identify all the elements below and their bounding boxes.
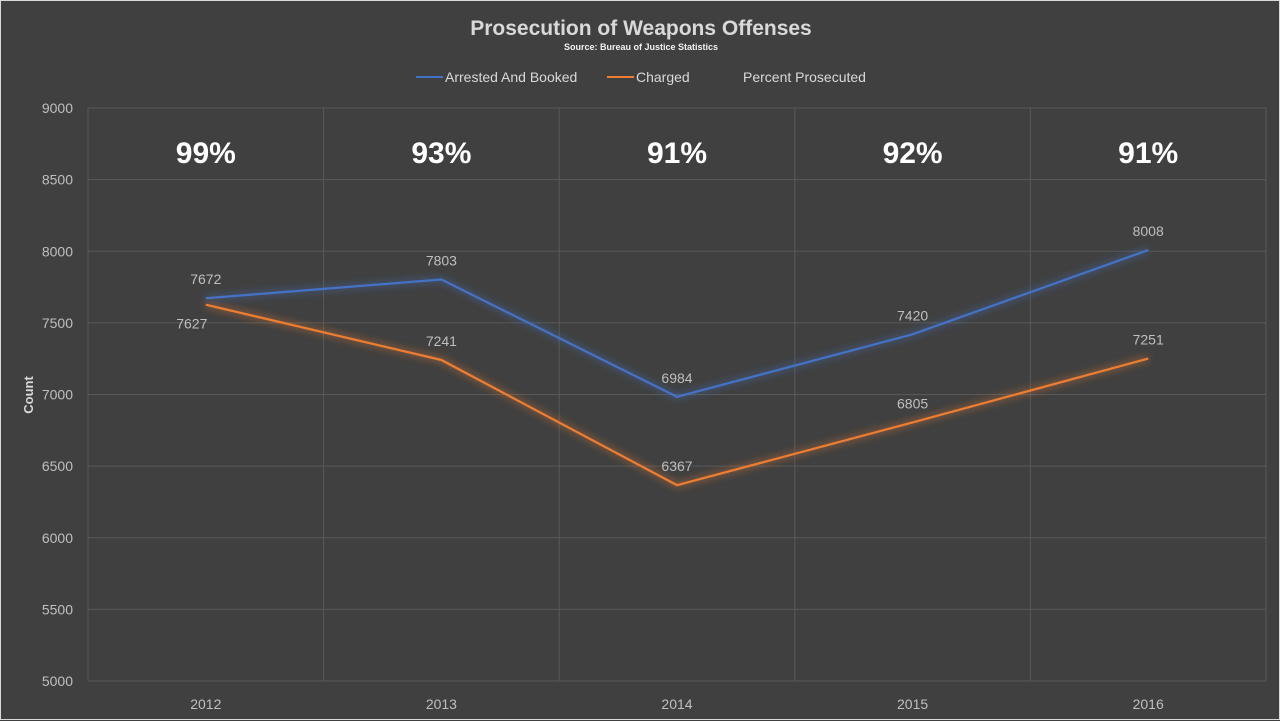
- percent-label: 93%: [411, 137, 471, 170]
- data-label: 6805: [897, 395, 928, 411]
- chart-subtitle: Source: Bureau of Justice Statistics: [564, 42, 718, 52]
- y-tick-label: 7500: [42, 315, 73, 331]
- legend-label-charged: Charged: [636, 69, 690, 85]
- y-tick-label: 5000: [42, 673, 73, 689]
- x-tick-label: 2012: [190, 696, 221, 712]
- y-tick-label: 6000: [42, 530, 73, 546]
- data-label: 7803: [426, 252, 457, 268]
- x-tick-label: 2013: [426, 696, 457, 712]
- data-label: 7251: [1133, 332, 1164, 348]
- data-label: 6367: [661, 458, 692, 474]
- data-label: 7627: [176, 316, 207, 332]
- data-label: 7672: [190, 271, 221, 287]
- y-tick-label: 8500: [42, 172, 73, 188]
- data-label: 7420: [897, 307, 928, 323]
- legend-label-percent: Percent Prosecuted: [743, 69, 866, 85]
- y-tick-label: 5500: [42, 601, 73, 617]
- data-label: 7241: [426, 333, 457, 349]
- percent-label: 91%: [1118, 137, 1178, 170]
- legend: Arrested And Booked Charged Percent Pros…: [416, 69, 866, 85]
- series-line-arrested: [205, 249, 1149, 398]
- y-axis-title: Count: [21, 376, 36, 414]
- y-tick-label: 9000: [42, 100, 73, 116]
- chart-title: Prosecution of Weapons Offenses: [470, 17, 812, 40]
- x-tick-label: 2015: [897, 696, 928, 712]
- x-tick-label: 2016: [1133, 696, 1164, 712]
- series-line-charged: [205, 303, 1149, 487]
- legend-label-arrested: Arrested And Booked: [445, 69, 577, 85]
- x-tick-label: 2014: [661, 696, 692, 712]
- percent-label: 92%: [883, 137, 943, 170]
- y-tick-label: 7000: [42, 387, 73, 403]
- y-tick-label: 6500: [42, 458, 73, 474]
- percent-label: 91%: [647, 137, 707, 170]
- percent-label: 99%: [176, 137, 236, 170]
- data-label: 8008: [1133, 223, 1164, 239]
- data-label: 6984: [661, 370, 692, 386]
- y-tick-label: 8000: [42, 243, 73, 259]
